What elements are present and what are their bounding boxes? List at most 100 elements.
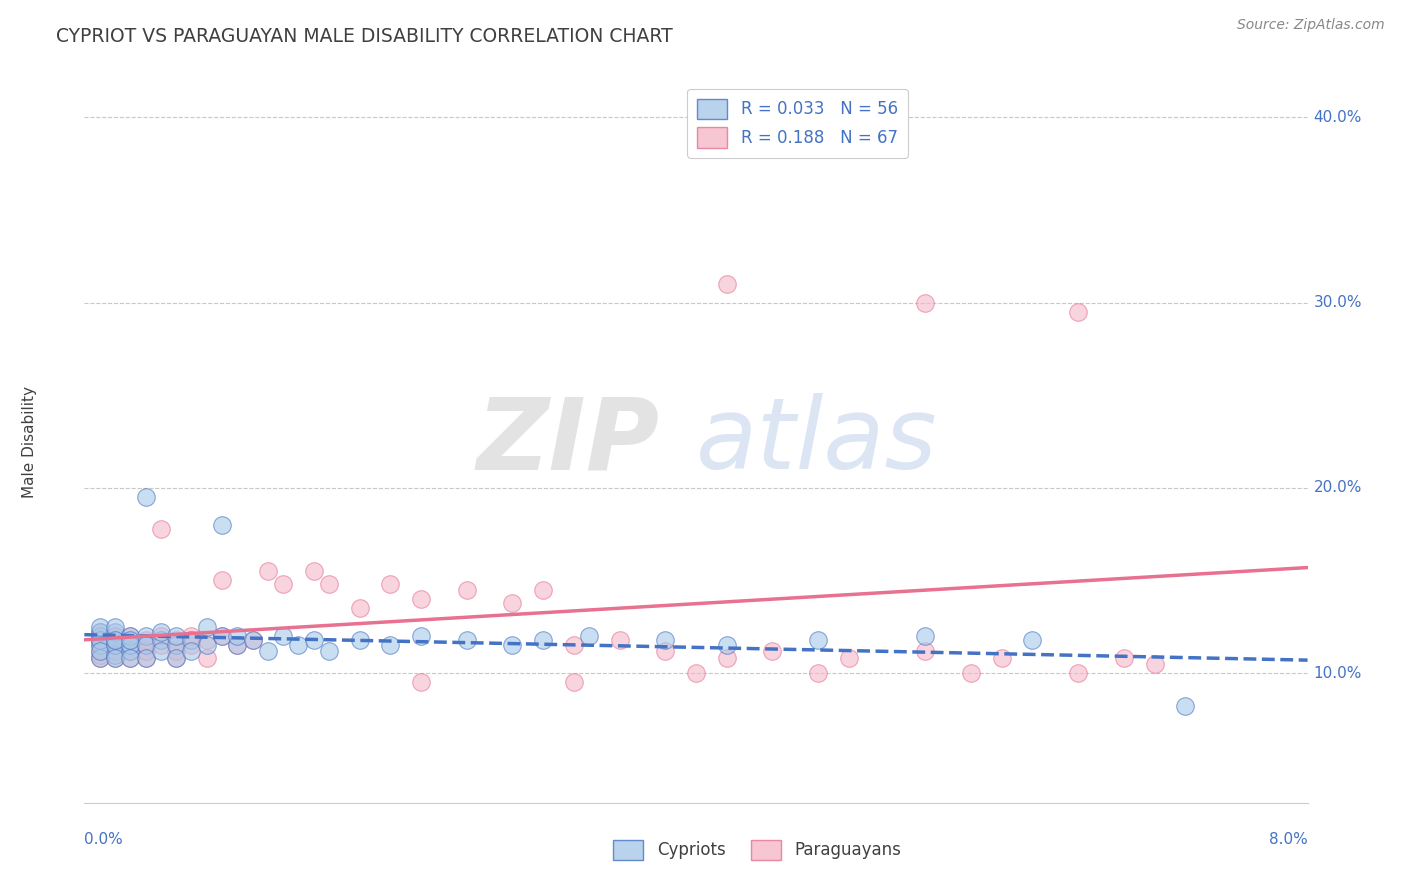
Point xyxy=(195,651,218,665)
Point xyxy=(1067,305,1090,319)
Text: CYPRIOT VS PARAGUAYAN MALE DISABILITY CORRELATION CHART: CYPRIOT VS PARAGUAYAN MALE DISABILITY CO… xyxy=(56,27,673,45)
Point xyxy=(149,522,172,536)
Point xyxy=(1067,666,1090,681)
Point xyxy=(685,666,707,681)
Point xyxy=(180,629,202,643)
Point xyxy=(211,517,233,532)
Point xyxy=(104,648,127,662)
Point xyxy=(211,629,233,643)
Point xyxy=(165,651,187,665)
Point xyxy=(149,629,172,643)
Point xyxy=(135,490,157,504)
Point xyxy=(89,629,111,643)
Point xyxy=(120,629,142,643)
Point xyxy=(1114,651,1136,665)
Point xyxy=(165,632,187,647)
Text: 20.0%: 20.0% xyxy=(1313,481,1362,495)
Point xyxy=(195,620,218,634)
Point xyxy=(654,644,676,658)
Point xyxy=(456,582,478,597)
Text: 40.0%: 40.0% xyxy=(1313,110,1362,125)
Point xyxy=(120,644,142,658)
Text: Male Disability: Male Disability xyxy=(22,385,37,498)
Point xyxy=(120,632,142,647)
Point xyxy=(807,666,830,681)
Point xyxy=(104,632,127,647)
Point xyxy=(502,638,524,652)
Point xyxy=(89,625,111,640)
Point xyxy=(226,629,249,643)
Point xyxy=(242,632,264,647)
Point xyxy=(135,629,157,643)
Point xyxy=(89,638,111,652)
Point xyxy=(104,620,127,634)
Point xyxy=(89,625,111,640)
Point xyxy=(914,629,936,643)
Point xyxy=(716,651,738,665)
Point xyxy=(135,638,157,652)
Point xyxy=(302,632,325,647)
Text: 30.0%: 30.0% xyxy=(1313,295,1362,310)
Point xyxy=(838,651,860,665)
Point xyxy=(226,638,249,652)
Point xyxy=(120,632,142,647)
Point xyxy=(149,625,172,640)
Text: 0.0%: 0.0% xyxy=(84,831,124,847)
Point xyxy=(149,638,172,652)
Point xyxy=(456,632,478,647)
Point xyxy=(287,638,309,652)
Point xyxy=(180,644,202,658)
Point xyxy=(914,295,936,310)
Point xyxy=(104,632,127,647)
Point xyxy=(991,651,1014,665)
Point xyxy=(104,651,127,665)
Point xyxy=(761,644,783,658)
Point xyxy=(380,577,402,591)
Point xyxy=(409,592,432,607)
Point xyxy=(531,582,554,597)
Point xyxy=(960,666,983,681)
Point xyxy=(180,632,202,647)
Point xyxy=(211,574,233,588)
Point xyxy=(89,644,111,658)
Point xyxy=(195,638,218,652)
Point xyxy=(914,644,936,658)
Point xyxy=(318,644,340,658)
Point xyxy=(349,601,371,615)
Point xyxy=(257,644,280,658)
Point xyxy=(502,596,524,610)
Point xyxy=(1143,657,1166,671)
Text: atlas: atlas xyxy=(696,393,938,490)
Point xyxy=(104,651,127,665)
Point xyxy=(716,638,738,652)
Point xyxy=(318,577,340,591)
Legend: Cypriots, Paraguayans: Cypriots, Paraguayans xyxy=(607,833,907,867)
Point xyxy=(562,675,585,690)
Point xyxy=(242,632,264,647)
Point xyxy=(89,651,111,665)
Point xyxy=(195,632,218,647)
Point xyxy=(380,638,402,652)
Point xyxy=(302,564,325,578)
Point xyxy=(562,638,585,652)
Point xyxy=(211,629,233,643)
Point xyxy=(104,644,127,658)
Point xyxy=(807,632,830,647)
Text: ZIP: ZIP xyxy=(477,393,659,490)
Point xyxy=(89,644,111,658)
Point xyxy=(104,625,127,640)
Point xyxy=(578,629,600,643)
Point xyxy=(716,277,738,291)
Point xyxy=(89,632,111,647)
Point xyxy=(89,632,111,647)
Point xyxy=(135,644,157,658)
Point xyxy=(104,629,127,643)
Point xyxy=(104,644,127,658)
Point xyxy=(349,632,371,647)
Point xyxy=(104,629,127,643)
Point xyxy=(1174,699,1197,714)
Point xyxy=(89,632,111,647)
Point xyxy=(271,629,294,643)
Point xyxy=(165,629,187,643)
Point xyxy=(1021,632,1043,647)
